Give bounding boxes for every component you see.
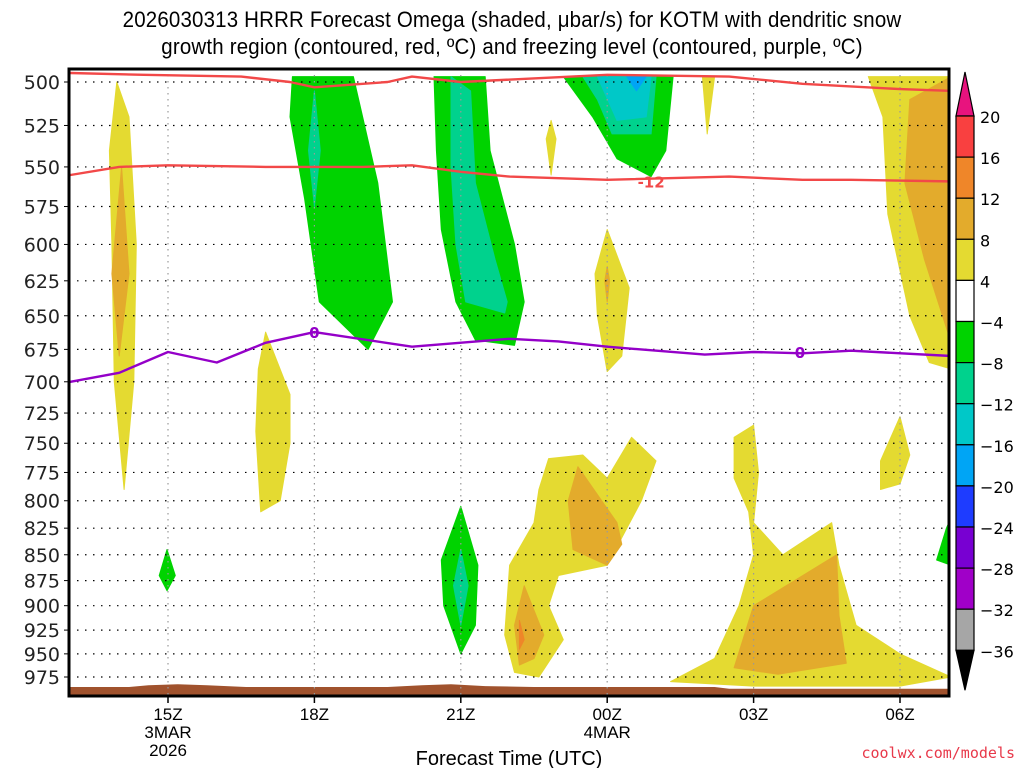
y-tick-label: 975 <box>24 667 60 689</box>
contour-label-dendritic-lower-red: -12 <box>638 173 665 191</box>
omega-region-orange-dot-00z-mid <box>604 265 611 303</box>
y-tick-label: 725 <box>24 403 60 425</box>
y-tick-label: 550 <box>24 157 60 179</box>
colorbar-level-label: 16 <box>980 149 1000 168</box>
colorbar-under-arrow <box>955 649 975 691</box>
y-tick-label: 950 <box>24 644 60 666</box>
colorbar-level-label: −16 <box>980 437 1014 456</box>
x-axis-label: Forecast Time (UTC) <box>416 748 603 768</box>
colorbar-over-arrow <box>955 71 975 117</box>
plot-frame <box>67 67 951 698</box>
x-tick-label: 2026 <box>149 741 187 760</box>
x-tick-label: 21Z <box>446 705 475 724</box>
colorbar-bin <box>955 238 975 282</box>
colorbar-bin <box>955 485 975 528</box>
omega-region-orange-00z-low-1 <box>567 466 623 566</box>
colorbar-bin <box>955 320 975 364</box>
y-tick-label: 575 <box>24 197 60 219</box>
chart-title-line-2: growth region (contoured, red, ºC) and f… <box>161 34 863 59</box>
colorbar-level-label: −8 <box>980 355 1004 374</box>
x-tick-label: 00Z <box>593 705 622 724</box>
y-tick-label: 750 <box>24 433 60 455</box>
colorbar-level-label: 8 <box>980 231 990 250</box>
omega-region-blue-tip-00z <box>626 76 647 92</box>
colorbar-bin <box>955 567 975 610</box>
omega-region-early-upward-core <box>111 166 130 357</box>
colorbar-bin <box>955 403 975 446</box>
colorbar-level-label: −24 <box>980 519 1014 538</box>
y-tick-label: 650 <box>24 306 60 328</box>
x-tick-label: 15Z <box>153 705 182 724</box>
omega-region-yellow-03z-broad <box>670 424 949 687</box>
y-tick-label: 800 <box>24 491 60 513</box>
colorbar: 20 16 12 8 4 −4 −8 −12 −16 −20 −24 −28 −32 −36 <box>955 71 1014 691</box>
colorbar-level-label: 12 <box>980 190 1000 209</box>
x-tick-label: 4MAR <box>584 723 631 742</box>
omega-shading <box>108 76 949 687</box>
x-tick-label: 18Z <box>300 705 329 724</box>
chart-title: 2026030313 HRRR Forecast Omega (shaded, … <box>36 6 988 60</box>
omega-region-yellow-tongue-18z <box>255 331 291 513</box>
colorbar-bin <box>955 115 975 158</box>
omega-region-yellow-05z-small <box>880 416 911 490</box>
contours <box>69 71 949 383</box>
colorbar-level-label: −32 <box>980 601 1014 620</box>
grid <box>69 69 949 696</box>
y-tick-label: 625 <box>24 271 60 293</box>
x-tick-label: 3MAR <box>144 723 191 742</box>
omega-region-yellow-blob-00z-mid <box>594 229 630 372</box>
omega-region-red-dot-22z <box>518 619 525 650</box>
contour-freezing-level-purple <box>69 330 949 383</box>
contour-dendritic-lower-red <box>69 164 949 183</box>
contour-labels: -12 0 0 <box>309 173 805 362</box>
omega-region-yellow-sliver-23z <box>545 119 557 176</box>
colorbar-bin <box>955 279 975 323</box>
colorbar-bin <box>955 608 975 651</box>
terrain-fill <box>69 684 949 696</box>
chart-title-line-1: 2026030313 HRRR Forecast Omega (shaded, … <box>122 7 902 32</box>
colorbar-bin <box>955 197 975 240</box>
colorbar-level-label: −28 <box>980 560 1014 579</box>
colorbar-level-label: −36 <box>980 642 1014 661</box>
y-tick-label: 525 <box>24 115 60 137</box>
contour-label-freezing-level-purple: 0 <box>309 324 319 342</box>
y-tick-label: 600 <box>24 234 60 256</box>
y-tick-label: 700 <box>24 372 60 394</box>
y-tick-label: 850 <box>24 545 60 567</box>
omega-region-green-spot-15z <box>158 549 176 592</box>
y-tick-label: 900 <box>24 596 60 618</box>
colorbar-bin <box>955 526 975 569</box>
y-tick-label: 675 <box>24 339 60 361</box>
colorbar-bin <box>955 156 975 199</box>
colorbar-level-label: 20 <box>980 108 1000 127</box>
omega-region-orange-03z-broad <box>733 554 847 675</box>
omega-region-orange-right-upper <box>904 77 949 338</box>
y-tick-label: 825 <box>24 518 60 540</box>
y-tick-label: 775 <box>24 462 60 484</box>
contour-label-freezing-level-purple-2: 0 <box>795 344 805 362</box>
colorbar-level-label: 4 <box>980 272 990 291</box>
omega-region-green-plume-18z <box>289 76 393 350</box>
omega-region-cyan-core-18z <box>308 90 321 207</box>
contour-dendritic-upper-red <box>69 71 949 93</box>
colorbar-bin <box>955 444 975 487</box>
colorbar-level-label: −12 <box>980 396 1014 415</box>
y-tick-label: 500 <box>24 72 60 94</box>
terrain <box>69 684 949 696</box>
omega-region-teal-band-21z <box>450 76 508 314</box>
omega-region-yellow-sw-00z-low <box>504 436 657 678</box>
credit-link[interactable]: coolwx.com/models <box>861 744 1015 762</box>
y-tick-label: 925 <box>24 620 60 642</box>
x-tick-label: 06Z <box>885 705 914 724</box>
colorbar-level-label: −20 <box>980 478 1014 497</box>
y-tick-label: 875 <box>24 571 60 593</box>
omega-region-yellow-spike-02z <box>701 76 716 135</box>
y-axis: 500 525 550 575 600 625 650 675 700 725 750 775 800 8… <box>24 72 69 689</box>
colorbar-level-label: −4 <box>980 314 1004 333</box>
colorbar-bin <box>955 362 975 405</box>
omega-region-teal-spot-21z-low <box>453 549 469 626</box>
x-tick-label: 03Z <box>739 705 768 724</box>
